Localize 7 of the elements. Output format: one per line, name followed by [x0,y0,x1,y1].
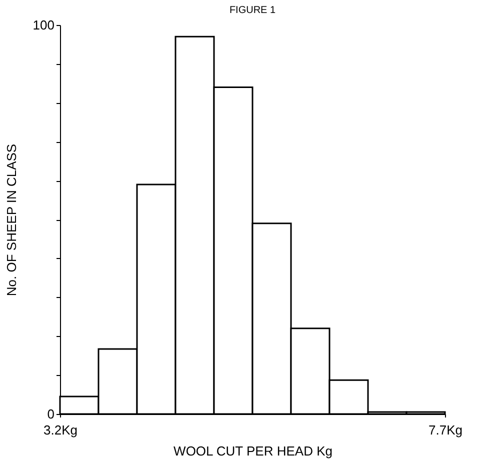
y-axis-title: No. OF SHEEP IN CLASS [4,144,19,296]
x-axis-title: WOOL CUT PER HEAD Kg [174,444,332,458]
y-tick-label: 100 [32,18,54,32]
x-tick-label: 7.7Kg [428,422,462,438]
x-tick-label: 3.2Kg [44,422,78,438]
chart-title: FIGURE 1 [229,5,276,16]
y-tick-label: 0 [47,406,54,422]
